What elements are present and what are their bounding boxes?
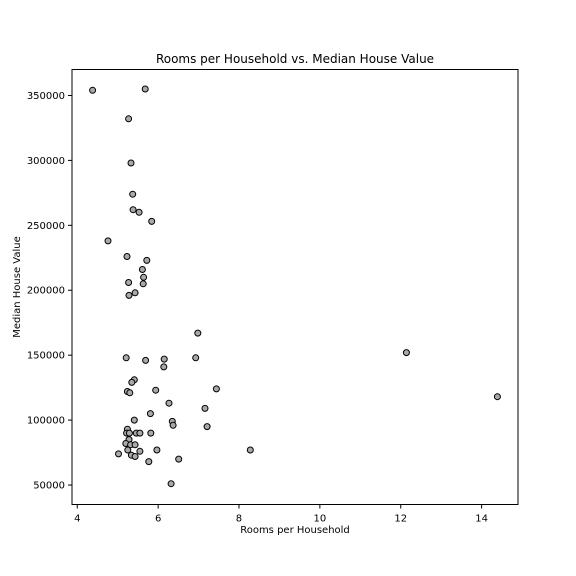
y-axis-label: Median House Value xyxy=(12,236,23,338)
x-tick-label: 10 xyxy=(314,514,327,525)
y-tick-label: 350000 xyxy=(27,91,65,102)
points-layer xyxy=(89,85,501,488)
data-point-38 xyxy=(203,423,211,431)
data-point-2 xyxy=(141,85,149,93)
data-point-15 xyxy=(139,280,147,288)
data-point-24 xyxy=(160,363,168,371)
data-point-35 xyxy=(130,416,138,424)
data-point-14 xyxy=(125,279,133,286)
data-point-49 xyxy=(124,446,132,454)
data-point-3 xyxy=(125,115,133,123)
data-point-58 xyxy=(167,480,175,488)
x-tick-label: 4 xyxy=(74,514,80,525)
data-point-51 xyxy=(153,446,161,454)
data-point-34 xyxy=(146,410,154,418)
data-point-37 xyxy=(169,421,177,429)
y-tick-label: 100000 xyxy=(27,416,65,427)
data-point-31 xyxy=(493,393,501,401)
data-point-55 xyxy=(131,453,139,460)
data-point-44 xyxy=(147,429,155,437)
x-tick-label: 14 xyxy=(475,514,488,525)
y-tick-label: 50000 xyxy=(33,481,65,492)
data-point-9 xyxy=(104,237,112,245)
x-tick-label: 12 xyxy=(394,514,407,525)
data-point-26 xyxy=(128,378,136,386)
y-tick-label: 150000 xyxy=(27,351,65,362)
data-point-19 xyxy=(402,349,410,357)
data-point-21 xyxy=(192,354,200,362)
data-point-10 xyxy=(123,253,131,260)
data-point-53 xyxy=(115,450,122,458)
x-axis-label: Rooms per Household xyxy=(240,525,350,536)
y-tick-label: 250000 xyxy=(27,221,65,232)
data-point-50 xyxy=(136,447,144,455)
data-point-27 xyxy=(212,385,220,393)
x-tick-label: 6 xyxy=(155,514,161,525)
data-point-43 xyxy=(136,429,144,437)
data-point-22 xyxy=(160,355,168,363)
data-point-48 xyxy=(131,441,139,449)
ticks-layer: 4 6 8 10 12 14 50000 100000 150000 200000 250000 30… xyxy=(27,91,488,525)
data-point-5 xyxy=(129,190,137,198)
data-point-7 xyxy=(135,208,143,216)
data-point-52 xyxy=(246,446,254,454)
data-point-6 xyxy=(129,206,137,214)
chart-title: Rooms per Household vs. Median House Val… xyxy=(156,52,434,66)
data-point-4 xyxy=(127,159,135,167)
data-point-23 xyxy=(142,356,150,364)
data-point-18 xyxy=(194,329,202,337)
plot-frame xyxy=(71,69,519,505)
data-point-33 xyxy=(201,404,209,412)
data-point-41 xyxy=(125,429,133,437)
data-point-12 xyxy=(138,266,146,273)
data-point-56 xyxy=(175,455,183,463)
data-point-20 xyxy=(122,354,130,362)
y-tick-label: 200000 xyxy=(27,286,65,297)
data-point-1 xyxy=(89,86,97,94)
data-point-8 xyxy=(148,217,156,225)
data-point-11 xyxy=(143,256,151,264)
data-point-32 xyxy=(165,399,173,407)
data-point-28 xyxy=(152,386,160,394)
data-point-13 xyxy=(140,273,148,281)
x-tick-label: 8 xyxy=(236,514,242,525)
y-tick-label: 300000 xyxy=(27,156,65,167)
data-point-16 xyxy=(131,289,139,297)
data-point-57 xyxy=(145,458,153,466)
data-point-30 xyxy=(126,389,134,397)
data-point-17 xyxy=(125,291,133,299)
